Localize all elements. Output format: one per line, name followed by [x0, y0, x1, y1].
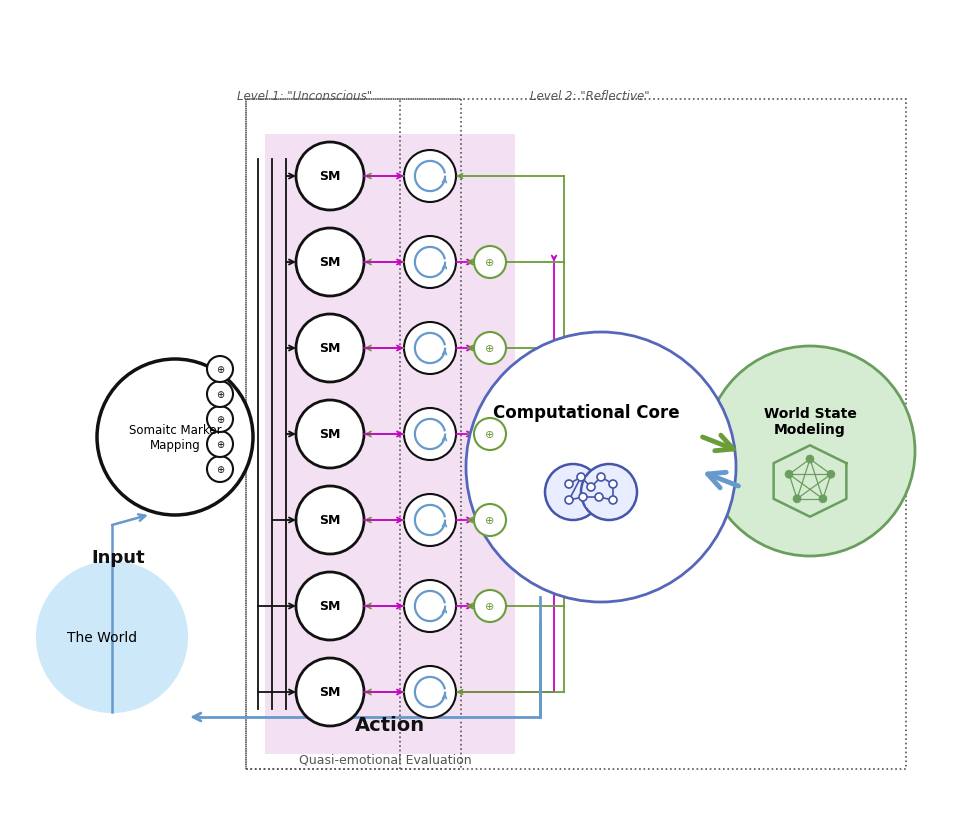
Circle shape: [608, 481, 617, 488]
Circle shape: [580, 464, 637, 520]
Text: SM: SM: [319, 342, 340, 355]
Circle shape: [403, 323, 456, 374]
Circle shape: [474, 590, 505, 622]
Circle shape: [784, 471, 792, 478]
Text: ⊕: ⊕: [215, 464, 224, 474]
Circle shape: [403, 151, 456, 203]
Polygon shape: [773, 446, 845, 517]
Text: Somaitc Marker
Mapping: Somaitc Marker Mapping: [129, 423, 221, 451]
Text: ⊕: ⊕: [215, 364, 224, 374]
Text: SM: SM: [319, 514, 340, 527]
Circle shape: [207, 456, 233, 482]
FancyBboxPatch shape: [265, 135, 515, 754]
Circle shape: [207, 356, 233, 382]
Circle shape: [295, 658, 364, 726]
Circle shape: [704, 346, 914, 556]
Text: Computational Core: Computational Core: [492, 404, 679, 422]
Text: SM: SM: [319, 256, 340, 269]
Circle shape: [403, 495, 456, 546]
Text: ⊕: ⊕: [485, 344, 495, 354]
Text: ⊕: ⊕: [215, 390, 224, 400]
Circle shape: [474, 419, 505, 450]
Text: Level 1: "Unconscious": Level 1: "Unconscious": [237, 90, 373, 103]
Text: Input: Input: [91, 549, 145, 566]
Circle shape: [403, 237, 456, 288]
Circle shape: [544, 464, 600, 520]
Circle shape: [826, 471, 834, 478]
Circle shape: [295, 314, 364, 382]
Circle shape: [608, 496, 617, 505]
Text: The World: The World: [67, 631, 137, 645]
Text: SM: SM: [319, 600, 340, 613]
Text: World State
Modeling: World State Modeling: [762, 406, 856, 437]
Circle shape: [474, 505, 505, 536]
Circle shape: [792, 495, 801, 503]
Circle shape: [818, 495, 826, 503]
Circle shape: [207, 406, 233, 432]
Circle shape: [465, 333, 735, 602]
Circle shape: [207, 432, 233, 458]
Circle shape: [37, 563, 187, 713]
Circle shape: [295, 400, 364, 468]
Circle shape: [474, 247, 505, 278]
Circle shape: [474, 333, 505, 364]
Circle shape: [295, 486, 364, 554]
Text: Level 2: "Reflective": Level 2: "Reflective": [530, 90, 649, 103]
FancyBboxPatch shape: [585, 477, 596, 508]
Circle shape: [403, 581, 456, 632]
Text: Action: Action: [355, 716, 425, 735]
Text: ⊕: ⊕: [485, 258, 495, 268]
Circle shape: [586, 483, 595, 491]
Circle shape: [595, 493, 602, 501]
Text: SM: SM: [319, 686, 340, 699]
Circle shape: [578, 493, 586, 501]
Text: ⊕: ⊕: [485, 429, 495, 440]
Text: SM: SM: [319, 170, 340, 183]
Circle shape: [403, 666, 456, 718]
Circle shape: [295, 572, 364, 640]
Text: ⊕: ⊕: [485, 601, 495, 611]
Circle shape: [564, 481, 573, 488]
Circle shape: [564, 496, 573, 505]
Text: Quasi-emotional Evaluation: Quasi-emotional Evaluation: [298, 753, 471, 766]
Text: ⊕: ⊕: [215, 440, 224, 450]
Circle shape: [577, 473, 584, 482]
Text: ⊕: ⊕: [215, 414, 224, 424]
Circle shape: [295, 229, 364, 296]
Circle shape: [597, 473, 604, 482]
Text: ⊕: ⊕: [485, 515, 495, 525]
Circle shape: [403, 409, 456, 460]
Circle shape: [207, 382, 233, 408]
Circle shape: [97, 360, 253, 515]
Circle shape: [295, 143, 364, 210]
Text: SM: SM: [319, 428, 340, 441]
Circle shape: [805, 455, 813, 464]
